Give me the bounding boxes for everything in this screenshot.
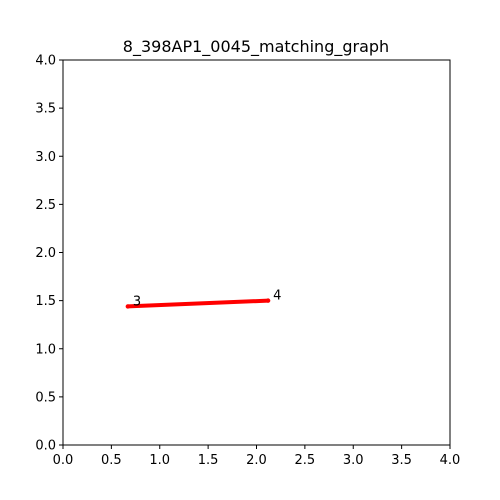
- x-tick-label: 3.5: [391, 453, 412, 468]
- y-tick-label: 1.5: [35, 294, 56, 309]
- edges-layer: [127, 298, 269, 309]
- x-tick-label: 0.0: [53, 453, 74, 468]
- plot-area: [63, 60, 450, 445]
- y-tick-label: 2.5: [35, 198, 56, 213]
- x-tick-label: 2.5: [295, 453, 316, 468]
- node-4: [265, 298, 271, 303]
- x-tick-label: 2.0: [246, 453, 267, 468]
- node-label-3: 3: [133, 294, 141, 309]
- x-tick-label: 0.5: [101, 453, 122, 468]
- x-tick-label: 1.0: [149, 453, 170, 468]
- y-tick-label: 2.0: [35, 246, 56, 261]
- x-tick-label: 1.5: [198, 453, 219, 468]
- x-axis: 0.0 0.5 1.0 1.5 2.0 2.5 3.0 3.5 4.0: [53, 445, 461, 468]
- y-axis: 0.0 0.5 1.0 1.5 2.0 2.5 3.0 3.5 4.0: [35, 54, 63, 454]
- y-tick-label: 0.5: [35, 390, 56, 405]
- node-label-4: 4: [273, 289, 281, 304]
- x-tick-label: 3.0: [343, 453, 364, 468]
- node-3: [125, 304, 131, 309]
- edge-3-4: [127, 298, 269, 309]
- y-tick-label: 0.0: [35, 439, 56, 454]
- y-tick-label: 3.0: [35, 150, 56, 165]
- chart-title: 8_398AP1_0045_matching_graph: [123, 37, 389, 57]
- y-tick-label: 3.5: [35, 102, 56, 117]
- y-tick-label: 1.0: [35, 342, 56, 357]
- y-tick-label: 4.0: [35, 54, 56, 69]
- nodes-layer: [125, 298, 271, 309]
- x-tick-label: 4.0: [440, 453, 461, 468]
